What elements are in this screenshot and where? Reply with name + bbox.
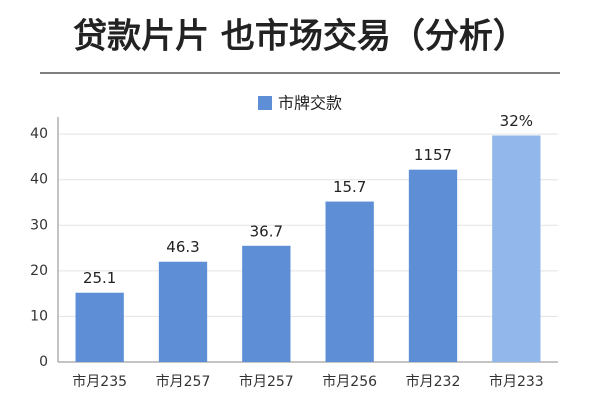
legend-label: 市牌交款	[278, 94, 342, 113]
bar-annotation: 25.1	[83, 269, 116, 287]
x-tick-label: 市月256	[322, 373, 377, 390]
bar	[492, 135, 541, 362]
bar	[242, 245, 291, 362]
bar	[75, 292, 124, 362]
bar-annotation: 1157	[414, 146, 452, 164]
y-tick-label: 0	[39, 354, 48, 370]
bar-annotation: 15.7	[333, 178, 366, 196]
bar-annotation: 46.3	[166, 238, 199, 256]
x-tick-label: 市月233	[489, 373, 544, 390]
chart-title: 贷款片片 也市场交易（分析）	[73, 17, 527, 57]
y-tick-label: 40	[30, 126, 48, 142]
y-tick-label: 10	[30, 308, 48, 324]
x-tick-label: 市月235	[72, 373, 127, 390]
x-tick-label: 市月257	[239, 373, 294, 390]
bar	[158, 261, 208, 362]
legend-swatch	[258, 96, 272, 110]
bar-annotation: 32%	[500, 112, 533, 130]
bar	[408, 169, 458, 362]
x-tick-label: 市月257	[156, 373, 211, 390]
x-tick-label: 市月232	[406, 373, 461, 390]
y-tick-label: 40	[30, 172, 48, 188]
y-tick-label: 30	[30, 217, 48, 233]
y-tick-label: 20	[30, 263, 48, 279]
bar-annotation: 36.7	[250, 222, 283, 240]
bar	[325, 201, 374, 362]
